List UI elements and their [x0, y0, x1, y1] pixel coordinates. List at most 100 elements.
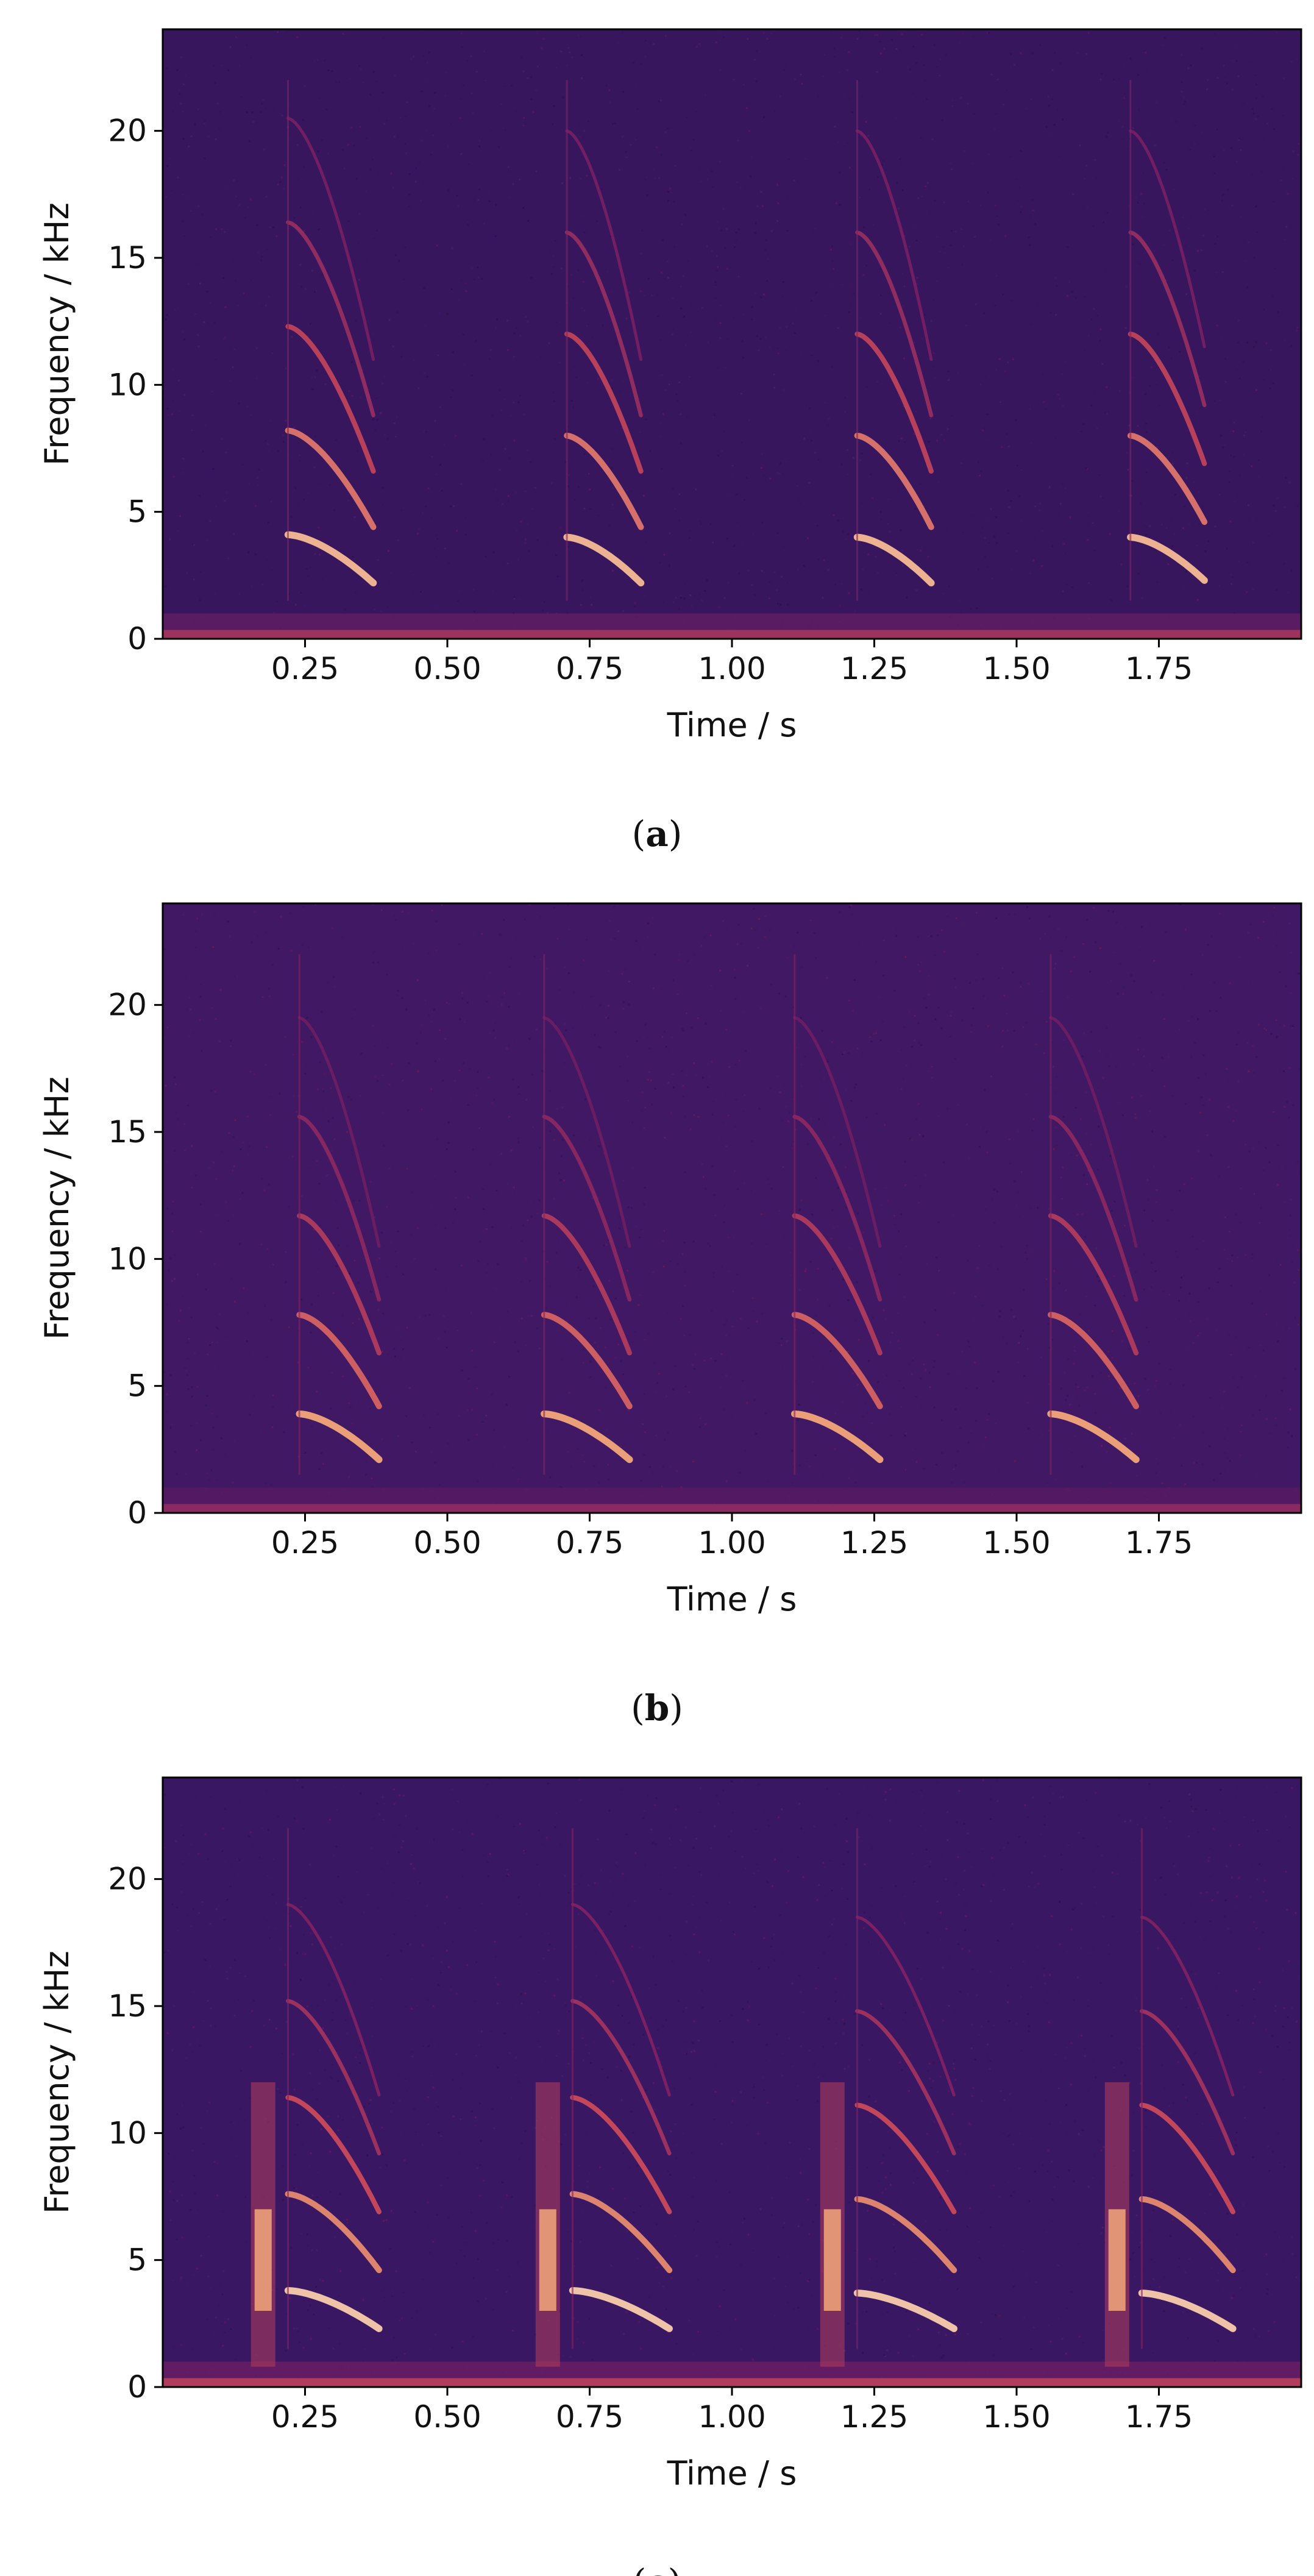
harmonic-3 — [792, 1213, 883, 1356]
caption-paren-close: ) — [668, 2561, 682, 2576]
x-axis-label: Time / s — [667, 1580, 797, 1618]
y-axis: 0 5 10 15 20 Frequency / kHz — [38, 1862, 163, 2405]
harmonic-2 — [791, 1312, 883, 1409]
y-tick-label: 0 — [127, 621, 147, 656]
x-tick-label: 0.75 — [556, 2399, 623, 2435]
harmonic-1 — [1127, 533, 1208, 584]
caption-paren-open: ( — [633, 2561, 647, 2576]
x-tick-label: 1.25 — [840, 651, 908, 686]
spectrogram-image — [163, 1777, 1301, 2387]
harmonic-5 — [286, 1902, 381, 2097]
y-tick-label: 10 — [108, 367, 147, 402]
spectrogram-background — [163, 903, 1301, 1513]
x-axis: 0.25 0.50 0.75 1.00 1.25 1.50 1.75 Time / s — [271, 2387, 1193, 2492]
x-tick-label: 1.25 — [840, 1525, 908, 1560]
onset-burst-core — [1108, 2209, 1126, 2311]
y-tick-label: 15 — [108, 240, 147, 276]
harmonic-3 — [1139, 2102, 1236, 2215]
harmonic-4 — [542, 1114, 632, 1302]
call-2 — [535, 1828, 673, 2367]
harmonic-1 — [296, 1410, 383, 1464]
call-3 — [820, 1828, 958, 2367]
y-axis-label: Frequency / kHz — [38, 1076, 76, 1340]
x-tick-label: 1.50 — [982, 1525, 1050, 1560]
y-tick-label: 0 — [127, 1495, 147, 1531]
x-tick-label: 0.25 — [271, 651, 339, 686]
y-tick-label: 20 — [108, 987, 147, 1023]
x-tick-label: 1.75 — [1125, 2399, 1193, 2435]
caption-paren-close: ) — [669, 1687, 683, 1729]
harmonic-2 — [1048, 1312, 1139, 1409]
harmonic-1 — [790, 1410, 884, 1464]
harmonic-1 — [541, 1410, 633, 1464]
panel-caption: (a) — [632, 813, 683, 855]
harmonic-2 — [569, 2191, 673, 2274]
x-tick-label: 0.75 — [556, 651, 623, 686]
harmonic-3 — [1128, 331, 1207, 466]
spectrogram-image — [163, 29, 1301, 639]
harmonic-5 — [793, 1016, 882, 1248]
harmonic-3 — [564, 331, 644, 474]
harmonic-4 — [564, 230, 643, 418]
call-4 — [1104, 1828, 1237, 2367]
x-tick-label: 1.00 — [698, 651, 765, 686]
call-3 — [853, 80, 935, 601]
call-2 — [563, 80, 645, 601]
x-tick-label: 0.50 — [413, 651, 481, 686]
harmonic-4 — [570, 1999, 672, 2155]
x-axis-label: Time / s — [667, 2454, 797, 2492]
x-tick-label: 0.25 — [271, 2399, 339, 2435]
call-1 — [250, 1828, 383, 2367]
spectrogram-background — [163, 29, 1301, 639]
call-2 — [541, 954, 633, 1475]
x-tick-label: 1.50 — [982, 651, 1050, 686]
harmonic-3 — [854, 2102, 957, 2215]
harmonic-4 — [1128, 230, 1207, 408]
x-tick-label: 1.25 — [840, 2399, 908, 2435]
harmonic-4 — [855, 230, 934, 418]
harmonic-5 — [286, 116, 375, 361]
harmonic-5 — [1049, 1016, 1138, 1248]
x-tick-label: 1.50 — [982, 2399, 1050, 2435]
harmonic-4 — [286, 220, 375, 418]
x-tick-label: 0.50 — [413, 2399, 481, 2435]
harmonic-3 — [285, 2094, 382, 2215]
harmonic-5 — [542, 1016, 631, 1248]
harmonic-4 — [297, 1114, 382, 1302]
call-4 — [1127, 80, 1208, 601]
onset-burst-core — [539, 2209, 556, 2311]
onset-burst-core — [823, 2209, 841, 2311]
onset-burst-core — [254, 2209, 272, 2311]
y-tick-label: 5 — [127, 494, 147, 530]
harmonic-2 — [1138, 2196, 1236, 2274]
harmonic-4 — [1140, 2009, 1235, 2155]
harmonic-4 — [1048, 1114, 1138, 1302]
harmonic-1 — [569, 2286, 673, 2332]
harmonic-5 — [297, 1016, 381, 1248]
harmonic-1 — [284, 531, 377, 586]
call-1 — [296, 954, 383, 1475]
y-axis: 0 5 10 15 20 Frequency / kHz — [38, 113, 163, 656]
panel-caption: (b) — [631, 1687, 683, 1729]
caption-paren-open: ( — [632, 813, 646, 855]
harmonic-1 — [1047, 1410, 1140, 1464]
panel-caption: (c) — [633, 2561, 682, 2576]
harmonic-5 — [571, 1902, 671, 2097]
y-tick-label: 10 — [108, 2115, 147, 2151]
caption-paren-close: ) — [669, 813, 683, 855]
caption-label: a — [645, 813, 669, 855]
call-1 — [284, 80, 377, 601]
harmonic-5 — [565, 129, 643, 361]
low-frequency-noise-band — [163, 2361, 1301, 2387]
harmonic-4 — [792, 1114, 883, 1302]
harmonic-2 — [854, 2196, 957, 2274]
harmonic-2 — [564, 432, 644, 530]
y-tick-label: 0 — [127, 2369, 147, 2405]
y-tick-label: 20 — [108, 1862, 147, 1897]
y-tick-label: 15 — [108, 1988, 147, 2024]
harmonic-5 — [1129, 129, 1206, 349]
harmonic-2 — [541, 1312, 633, 1409]
harmonic-2 — [285, 427, 377, 530]
y-tick-label: 20 — [108, 113, 147, 149]
